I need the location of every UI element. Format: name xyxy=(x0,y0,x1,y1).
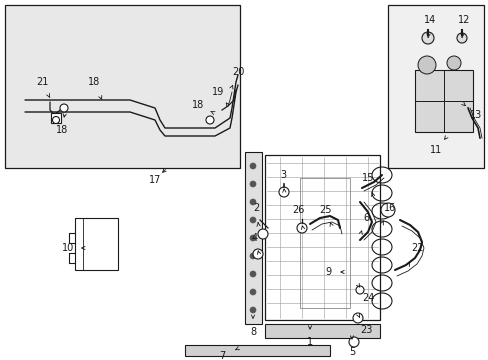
Text: 7: 7 xyxy=(219,351,224,360)
Circle shape xyxy=(421,32,433,44)
Text: 15: 15 xyxy=(361,173,373,183)
Text: 24: 24 xyxy=(361,293,373,303)
Text: 18: 18 xyxy=(88,77,100,87)
Circle shape xyxy=(355,286,363,294)
Bar xyxy=(299,178,349,308)
Text: 4: 4 xyxy=(251,233,258,243)
Bar xyxy=(5,5,240,168)
Circle shape xyxy=(249,199,256,205)
Bar xyxy=(264,155,379,320)
Circle shape xyxy=(456,33,466,43)
Bar xyxy=(51,113,61,123)
Text: 12: 12 xyxy=(457,15,469,25)
Text: 9: 9 xyxy=(324,267,330,277)
Circle shape xyxy=(249,253,256,259)
Circle shape xyxy=(249,307,256,313)
Text: 3: 3 xyxy=(279,170,285,180)
Text: 10: 10 xyxy=(62,243,74,253)
Bar xyxy=(387,5,483,168)
Text: 22: 22 xyxy=(411,243,424,253)
Bar xyxy=(414,70,472,132)
Text: 20: 20 xyxy=(231,67,244,77)
Text: 23: 23 xyxy=(359,325,371,335)
Circle shape xyxy=(446,56,460,70)
Text: 16: 16 xyxy=(383,203,395,213)
Circle shape xyxy=(249,181,256,187)
Text: 18: 18 xyxy=(191,100,203,110)
Circle shape xyxy=(348,337,358,347)
Bar xyxy=(75,218,118,270)
Circle shape xyxy=(380,203,394,217)
Circle shape xyxy=(296,223,306,233)
Text: 8: 8 xyxy=(249,327,256,337)
Bar xyxy=(184,345,329,356)
Text: 21: 21 xyxy=(36,77,48,87)
Text: 26: 26 xyxy=(291,205,304,215)
Text: 11: 11 xyxy=(429,145,441,155)
Text: 14: 14 xyxy=(423,15,435,25)
Text: 25: 25 xyxy=(318,205,330,215)
Text: 18: 18 xyxy=(56,125,68,135)
Text: 13: 13 xyxy=(469,110,481,120)
Circle shape xyxy=(279,187,288,197)
Circle shape xyxy=(249,289,256,295)
Bar xyxy=(264,324,379,338)
Circle shape xyxy=(258,229,267,239)
Text: 6: 6 xyxy=(362,213,368,223)
Circle shape xyxy=(60,104,68,112)
Circle shape xyxy=(205,116,214,124)
Circle shape xyxy=(252,249,263,259)
Text: 19: 19 xyxy=(211,87,224,97)
Circle shape xyxy=(249,217,256,223)
Text: 5: 5 xyxy=(348,347,354,357)
Circle shape xyxy=(52,117,60,123)
Circle shape xyxy=(352,313,362,323)
Circle shape xyxy=(249,271,256,277)
Text: 2: 2 xyxy=(252,203,259,213)
Text: 1: 1 xyxy=(306,337,312,347)
Circle shape xyxy=(249,163,256,169)
Text: 17: 17 xyxy=(148,175,161,185)
Circle shape xyxy=(249,235,256,241)
Bar xyxy=(244,152,262,324)
Circle shape xyxy=(417,56,435,74)
